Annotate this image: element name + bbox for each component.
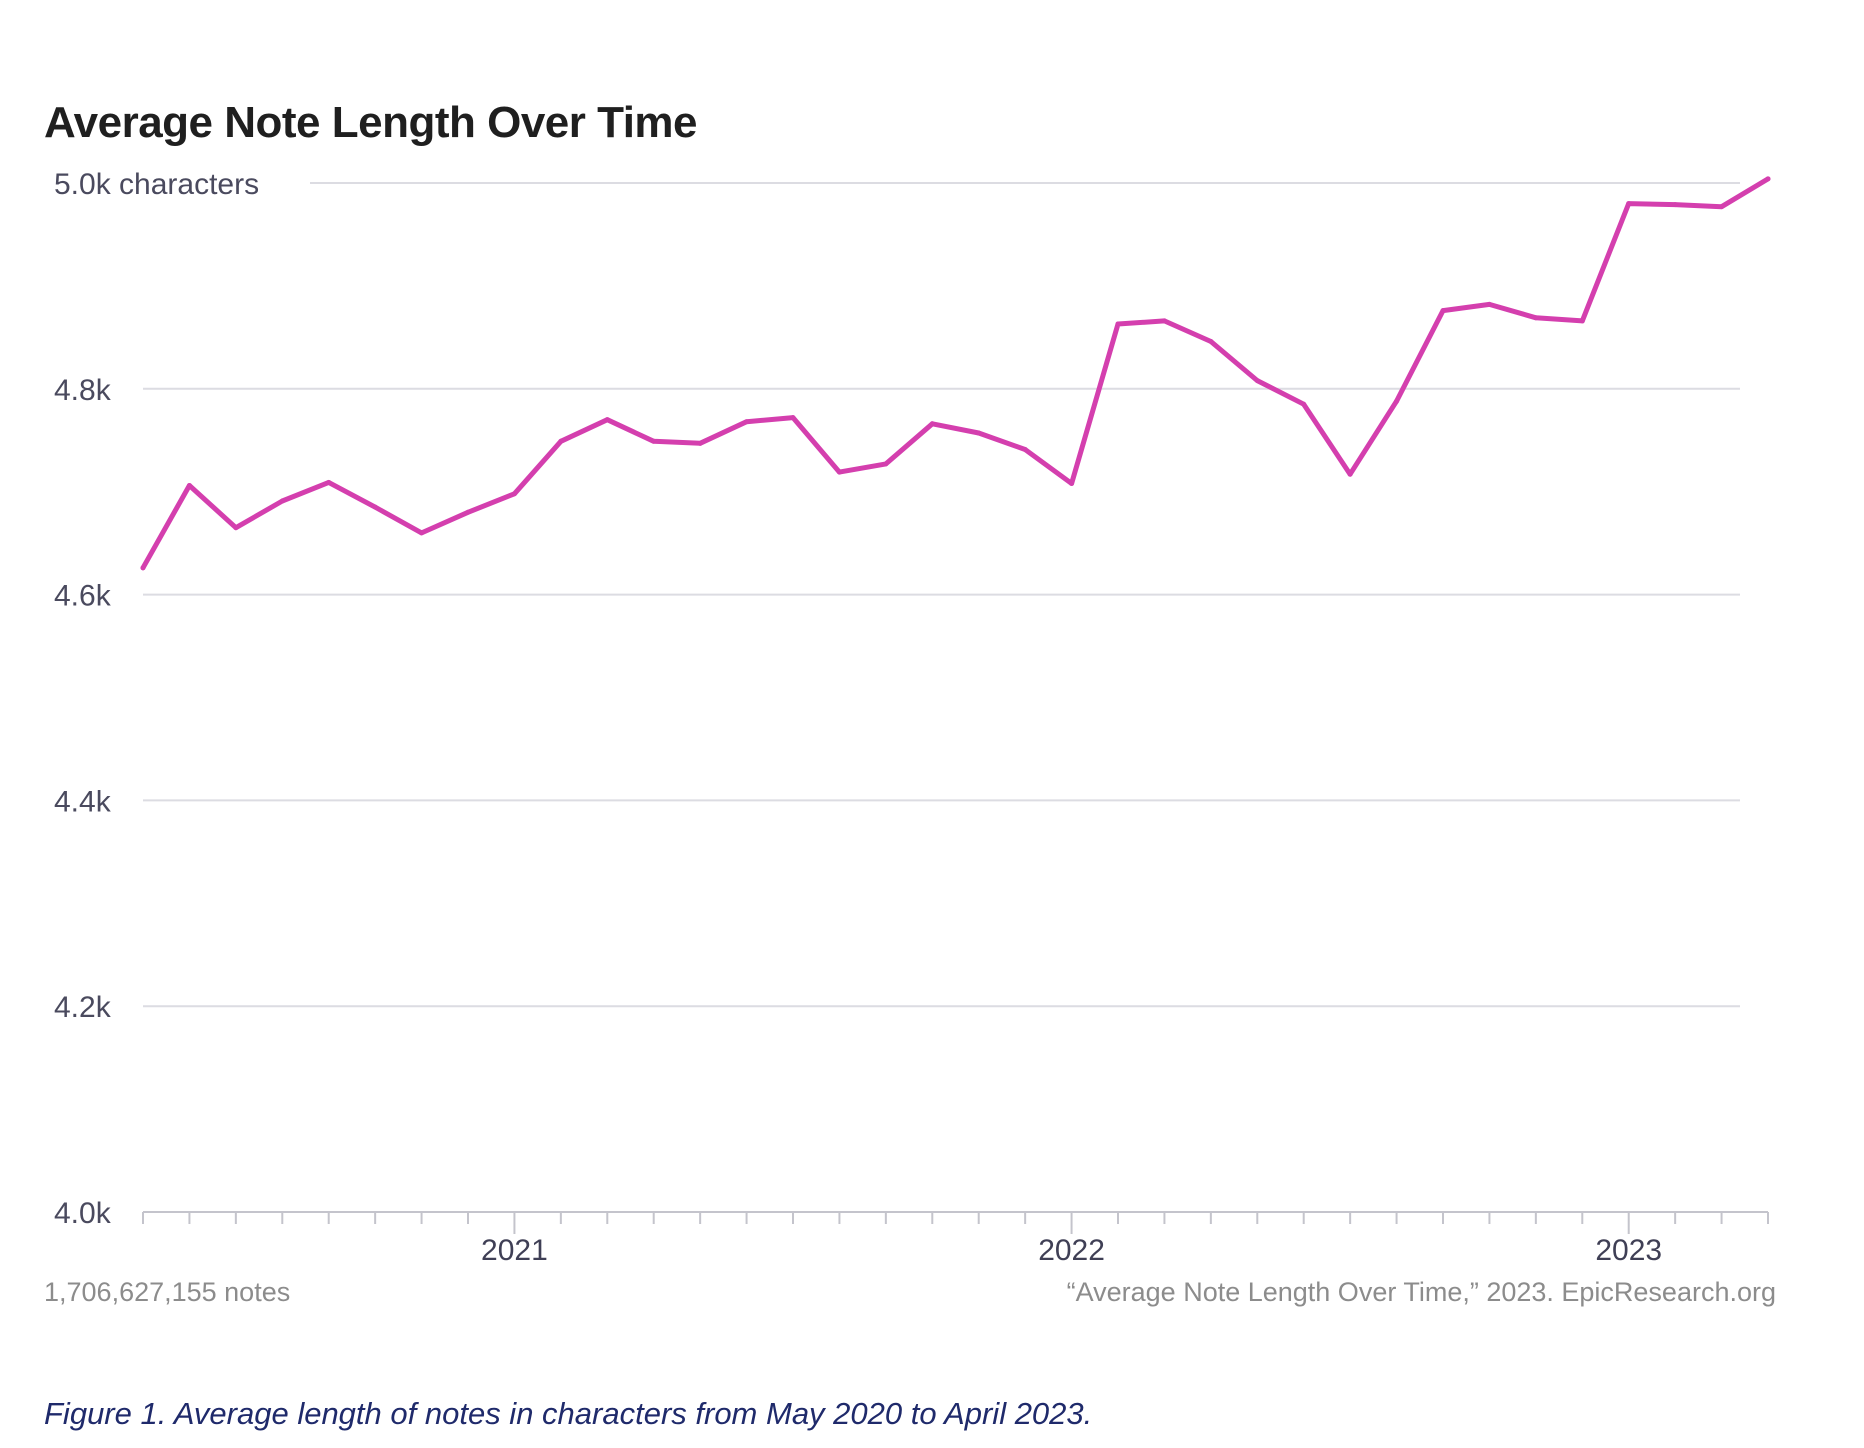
data-point (790, 415, 796, 421)
series-line-0 (140, 176, 1771, 571)
gridlines (143, 182, 1740, 1008)
data-point (836, 469, 842, 475)
data-point (883, 461, 889, 467)
y-tick-label: 4.4k (54, 785, 112, 818)
x-tick-label: 2023 (1595, 1234, 1662, 1267)
data-point (1161, 318, 1167, 324)
data-point (1440, 308, 1446, 314)
x-tick-label: 2022 (1038, 1234, 1105, 1267)
y-tick-label: 4.0k (54, 1197, 112, 1230)
data-point (1208, 338, 1214, 344)
y-tick-label: 4.6k (54, 580, 112, 613)
data-point (1254, 378, 1260, 384)
data-point (511, 491, 517, 497)
y-tick-label: 4.8k (54, 374, 112, 407)
data-point (140, 565, 146, 571)
data-point (604, 417, 610, 423)
data-point (1394, 398, 1400, 404)
data-point (1022, 447, 1028, 453)
y-tick-label: 4.2k (54, 991, 112, 1024)
data-point (1115, 321, 1121, 327)
data-point (1301, 401, 1307, 407)
data-point (1672, 202, 1678, 208)
series-layer (140, 176, 1771, 571)
data-point (419, 530, 425, 536)
data-point (279, 498, 285, 504)
data-point (186, 483, 192, 489)
data-point (1069, 480, 1075, 486)
y-axis-tick-labels: 4.0k 4.2k 4.4k 4.6k 4.8k 5.0k characters (54, 168, 259, 1230)
data-point (326, 479, 332, 485)
data-point (1626, 201, 1632, 207)
data-point (558, 438, 564, 444)
data-point (1579, 318, 1585, 324)
data-point (1719, 204, 1725, 210)
data-point (1533, 315, 1539, 321)
data-point (465, 509, 471, 515)
x-axis: 2021 2022 2023 (142, 1211, 1769, 1267)
data-point (372, 504, 378, 510)
data-point (651, 438, 657, 444)
data-point (233, 525, 239, 531)
notes-count-footnote: 1,706,627,155 notes (44, 1277, 291, 1307)
data-point (1347, 471, 1353, 477)
x-tick-label: 2021 (481, 1234, 548, 1267)
source-attribution: “Average Note Length Over Time,” 2023. E… (1066, 1277, 1776, 1307)
data-point (929, 421, 935, 427)
data-point (976, 430, 982, 436)
data-point (1486, 301, 1492, 307)
figure-caption: Figure 1. Average length of notes in cha… (44, 1396, 1093, 1431)
data-point (1765, 176, 1771, 182)
data-point (697, 440, 703, 446)
data-point (744, 419, 750, 425)
chart-title: Average Note Length Over Time (44, 98, 698, 147)
y-tick-label: 5.0k characters (54, 168, 259, 201)
